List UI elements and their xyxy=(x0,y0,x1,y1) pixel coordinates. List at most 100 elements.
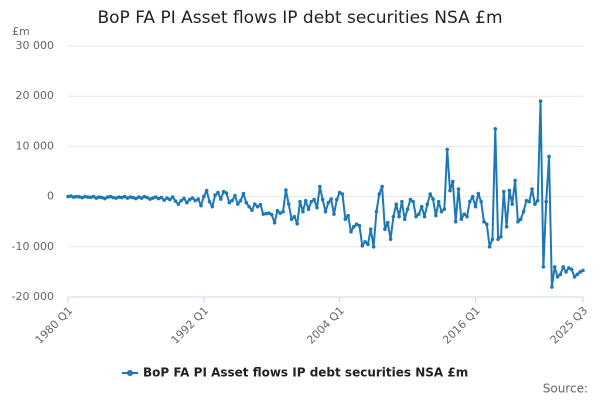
point xyxy=(264,211,268,216)
point xyxy=(102,196,107,201)
point xyxy=(459,217,464,221)
point xyxy=(510,202,515,206)
point xyxy=(422,214,427,219)
point xyxy=(383,227,387,232)
point xyxy=(250,208,254,212)
point xyxy=(261,212,266,216)
point xyxy=(462,212,466,216)
point xyxy=(156,196,161,201)
point xyxy=(173,199,178,203)
point xyxy=(561,265,565,269)
point xyxy=(567,266,571,270)
point xyxy=(391,214,396,219)
point xyxy=(134,196,138,201)
y-tick-label: -20 000 xyxy=(12,290,54,303)
point xyxy=(213,193,217,197)
point xyxy=(94,196,99,200)
point xyxy=(272,220,277,225)
point xyxy=(230,198,234,203)
point xyxy=(165,196,169,200)
point xyxy=(572,275,577,279)
point xyxy=(405,207,410,211)
point xyxy=(332,212,336,216)
y-tick-label: 0 xyxy=(47,190,54,203)
point xyxy=(219,197,223,201)
point xyxy=(448,188,452,193)
point xyxy=(91,194,96,199)
point xyxy=(482,219,486,224)
point xyxy=(501,189,506,194)
point xyxy=(402,217,407,221)
point xyxy=(176,202,181,206)
point xyxy=(538,99,543,104)
point xyxy=(518,217,523,221)
point xyxy=(516,219,520,224)
point xyxy=(187,197,192,202)
point xyxy=(301,209,305,214)
point xyxy=(360,243,365,248)
point xyxy=(436,199,441,204)
point xyxy=(145,195,150,200)
point xyxy=(456,187,461,191)
point xyxy=(320,197,325,202)
point xyxy=(451,179,455,184)
point xyxy=(388,237,393,242)
point xyxy=(521,209,526,214)
point xyxy=(86,195,90,199)
x-tick-label: 2025 Q3 xyxy=(548,304,591,347)
point xyxy=(453,219,458,224)
point xyxy=(552,265,557,269)
point xyxy=(408,197,413,202)
point xyxy=(238,198,243,203)
point xyxy=(527,199,532,204)
point xyxy=(385,220,390,225)
point xyxy=(269,212,274,217)
source: Source: xyxy=(543,382,588,396)
point xyxy=(125,196,130,200)
point xyxy=(465,214,469,219)
point xyxy=(100,195,104,200)
point xyxy=(530,187,534,191)
point xyxy=(69,194,73,198)
point xyxy=(340,192,345,196)
point xyxy=(162,198,167,202)
point xyxy=(417,212,421,216)
y-tick-label: 20 000 xyxy=(16,89,55,102)
point xyxy=(139,196,144,200)
series-line xyxy=(67,100,584,288)
point xyxy=(182,196,186,201)
point xyxy=(295,221,300,226)
point xyxy=(468,199,472,204)
point xyxy=(569,267,574,272)
point xyxy=(185,200,189,205)
point xyxy=(303,198,308,203)
point xyxy=(151,196,155,200)
point xyxy=(397,214,401,219)
point xyxy=(122,194,127,199)
point xyxy=(533,202,537,206)
point xyxy=(366,242,370,247)
point xyxy=(80,195,84,200)
point xyxy=(227,200,232,205)
x-tick-label: 1992 Q1 xyxy=(169,304,212,347)
point xyxy=(377,192,382,196)
point xyxy=(513,178,517,183)
point xyxy=(247,204,251,209)
point xyxy=(439,209,444,214)
point xyxy=(168,197,172,202)
point xyxy=(431,197,435,201)
point xyxy=(315,205,319,210)
point xyxy=(252,202,257,206)
point xyxy=(329,197,333,201)
point xyxy=(425,202,430,206)
x-tick-label: 2004 Q1 xyxy=(304,304,347,347)
point xyxy=(204,188,209,193)
legend-marker xyxy=(127,370,133,376)
point xyxy=(357,223,362,228)
point xyxy=(581,268,585,273)
point xyxy=(119,195,124,200)
point xyxy=(411,199,416,204)
point xyxy=(105,195,110,199)
point xyxy=(524,198,529,203)
point xyxy=(142,194,147,199)
